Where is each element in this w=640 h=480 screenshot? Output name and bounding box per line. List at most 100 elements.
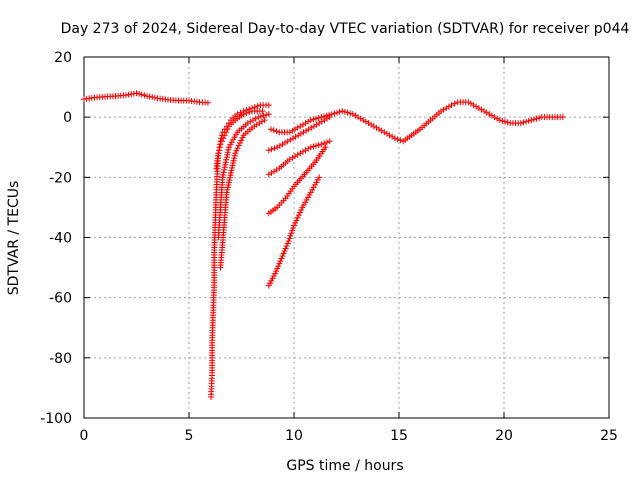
x-tick-label: 15 xyxy=(390,428,408,444)
data-point xyxy=(310,123,317,130)
y-axis-label: SDTVAR / TECUs xyxy=(6,181,22,296)
data-point xyxy=(445,103,452,110)
data-point xyxy=(309,186,316,193)
data-point xyxy=(297,209,303,216)
data-point xyxy=(288,230,295,237)
data-point xyxy=(233,147,240,154)
data-point xyxy=(299,148,306,155)
data-point xyxy=(483,109,490,116)
data-point xyxy=(318,114,325,121)
data-point xyxy=(293,217,300,224)
data-point xyxy=(305,126,312,133)
data-point xyxy=(465,99,472,106)
data-point xyxy=(273,128,280,135)
data-point xyxy=(237,139,243,146)
data-point xyxy=(223,156,230,163)
data-point xyxy=(318,141,325,148)
data-point xyxy=(282,139,289,146)
data-point xyxy=(302,147,309,154)
data-point xyxy=(221,132,228,139)
data-point xyxy=(276,260,283,267)
data-point xyxy=(323,112,330,119)
chart-title: Day 273 of 2024, Sidereal Day-to-day VTE… xyxy=(61,21,630,37)
data-point xyxy=(291,222,297,229)
data-point xyxy=(320,113,327,120)
data-point xyxy=(520,119,527,126)
data-point xyxy=(294,214,301,221)
data-point xyxy=(279,141,286,148)
data-point xyxy=(227,141,234,148)
data-point xyxy=(297,150,304,157)
data-point xyxy=(292,126,299,133)
data-point xyxy=(365,120,372,127)
data-point xyxy=(381,129,388,136)
data-point xyxy=(271,168,278,175)
data-point xyxy=(270,127,277,134)
data-point xyxy=(305,194,311,201)
series-mid-1 xyxy=(267,99,566,145)
data-point xyxy=(326,114,333,121)
data-point xyxy=(265,147,272,154)
data-point xyxy=(355,114,362,121)
data-point xyxy=(310,143,317,150)
data-point xyxy=(221,166,228,173)
data-point xyxy=(231,134,238,141)
data-point xyxy=(223,154,230,161)
data-point xyxy=(136,90,143,97)
data-point xyxy=(496,117,503,124)
data-point xyxy=(225,146,232,153)
data-point xyxy=(289,127,296,134)
data-point xyxy=(528,117,535,124)
data-point xyxy=(299,204,306,211)
data-point xyxy=(323,139,330,146)
data-point xyxy=(303,196,310,203)
data-point xyxy=(232,150,239,157)
data-point xyxy=(368,121,375,128)
data-point xyxy=(281,248,288,255)
data-point xyxy=(292,153,299,160)
data-point xyxy=(478,106,485,113)
data-point xyxy=(217,141,224,148)
series-steep-dip xyxy=(208,102,272,400)
data-point xyxy=(263,111,270,118)
data-point xyxy=(278,255,285,262)
data-point xyxy=(216,147,223,154)
data-point xyxy=(352,112,359,119)
data-point xyxy=(306,191,313,198)
data-point xyxy=(470,102,477,109)
data-point xyxy=(271,145,278,152)
data-point xyxy=(559,114,566,121)
data-point xyxy=(228,139,235,146)
data-point xyxy=(273,268,280,275)
data-point xyxy=(473,103,480,110)
data-point xyxy=(286,129,293,136)
data-point xyxy=(523,118,530,125)
data-point xyxy=(302,120,309,127)
y-tick-label: -40 xyxy=(49,231,72,247)
data-point xyxy=(287,136,294,143)
data-point xyxy=(267,126,274,133)
data-point xyxy=(307,189,314,196)
data-point xyxy=(276,142,283,149)
x-tick-label: 25 xyxy=(600,428,618,444)
data-point xyxy=(389,133,396,140)
data-point xyxy=(494,115,501,122)
data-point xyxy=(243,110,250,117)
x-axis-label: GPS time / hours xyxy=(286,458,403,474)
y-tick-label: -20 xyxy=(49,170,72,186)
data-point xyxy=(305,145,312,152)
data-point xyxy=(247,118,254,125)
data-point xyxy=(310,184,317,191)
data-point xyxy=(386,132,393,139)
data-point xyxy=(467,100,474,107)
data-point xyxy=(275,263,282,270)
data-point xyxy=(224,149,231,156)
x-tick-label: 20 xyxy=(495,428,513,444)
x-tick-label: 10 xyxy=(285,428,303,444)
series-mid-3 xyxy=(265,138,333,178)
data-point xyxy=(488,112,495,119)
data-point xyxy=(261,117,268,124)
data-point xyxy=(235,142,242,149)
series-arc-3 xyxy=(215,111,272,241)
